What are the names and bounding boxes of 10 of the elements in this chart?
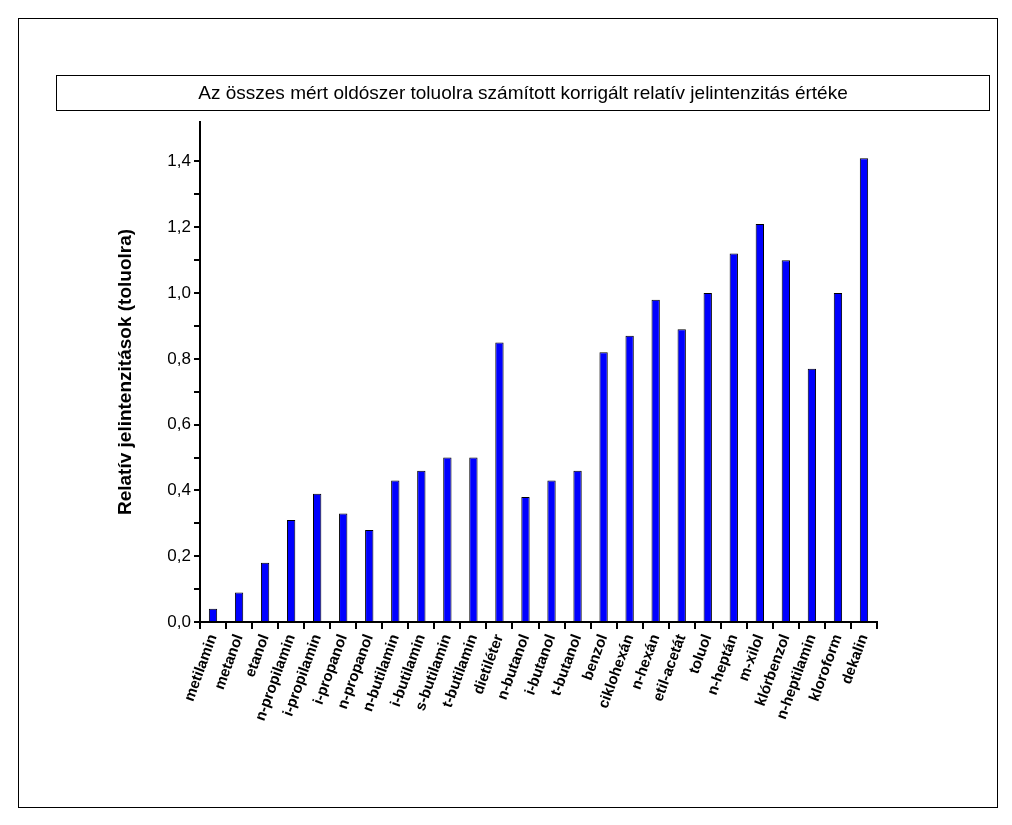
y-axis-title: Relatív jelintenzitások (toluolra) bbox=[113, 228, 135, 516]
y-tick-label: 1,4 bbox=[167, 151, 191, 171]
y-tick-label: 0,0 bbox=[167, 611, 191, 631]
y-tick-label: 0,8 bbox=[167, 348, 191, 368]
y-tick-label: 0,4 bbox=[167, 480, 191, 500]
y-tick-label: 1,0 bbox=[167, 282, 191, 302]
y-tick-label: 1,2 bbox=[167, 216, 191, 236]
chart-title: Az összes mért oldószer toluolra számított korrigált relatív jelintenzitás értéke bbox=[56, 75, 990, 111]
y-tick-label: 0,6 bbox=[167, 414, 191, 434]
y-tick-label: 0,2 bbox=[167, 545, 191, 565]
